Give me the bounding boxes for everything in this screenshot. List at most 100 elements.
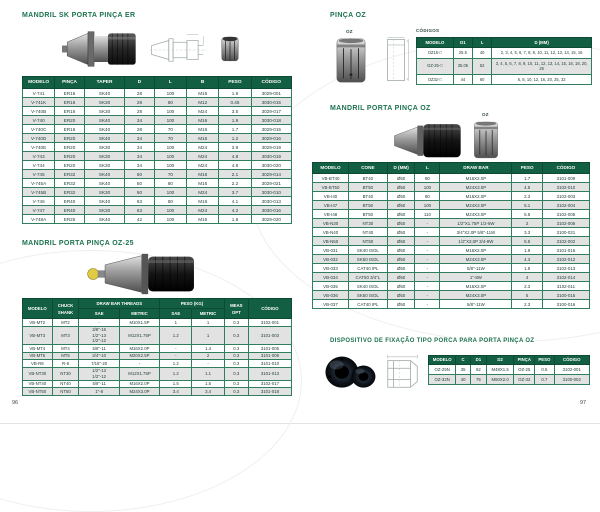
table-row: VB-R8 R-8 7/16"-20-1.2-0.3 3101-010 <box>22 359 293 368</box>
table-dispositivo: MODELO C D1 D2 PINÇA PESO CÓDIGO OZ-25N 3… <box>427 355 591 385</box>
col-header: DRAW BAR THREADS <box>78 298 161 309</box>
table-cell: 80 <box>153 97 188 107</box>
table-cell: SK30 <box>83 160 126 170</box>
table-header: MODELO CHUCK SHANK DRAW BAR THREADS PESO… <box>22 298 293 319</box>
table-row: VB-033 CAT40 IPL Ø50-5/8"-11W 1.9 3102-013 <box>312 263 591 273</box>
table-row: VB-035 SK40 ISOL Ø50- M16X2.0P 2.3 3102-011 <box>312 281 591 291</box>
col-header: C <box>455 355 471 365</box>
table-cell: 3101-013 <box>247 366 293 381</box>
table-row: V-740E ER20 SK30 34 100 M24 3.9 3029-019 <box>21 142 293 152</box>
table-cell: OZ16-□ <box>416 47 454 59</box>
table-cell: 1 <box>191 325 225 345</box>
table-cell: SK40 <box>83 88 126 98</box>
table-cell: 5.5 <box>511 236 543 246</box>
table-cell: 3030-018 <box>250 115 293 125</box>
table-cell: 4.5 <box>511 182 543 192</box>
table-cell: ER32 <box>54 178 85 188</box>
table-row: OZ-32N 40 75 M60X2.0 OZ-32 0.7 3100-002 <box>427 374 591 385</box>
table-cell: SK40 <box>83 115 126 125</box>
oz25-chuck-photo-illustration <box>87 253 194 295</box>
table-cell: 50 <box>124 169 155 179</box>
table-row: V-740B ER16 SK30 28 100 M24 3.5 3029-017 <box>21 106 293 116</box>
table-cell: 1.9 <box>511 245 543 255</box>
table-body: OZ-25N 35 62 M48X1.5 OZ-25 0.5 3102-001 OZ-32N 4… <box>427 364 591 385</box>
table-cell: 3/8"-16 1/2"-13 1/2"-12 <box>78 325 120 345</box>
table-cell: ER20 <box>54 160 85 170</box>
table-row: VB-MT3 MT3 3/8"-16 1/2"-13 1/2"-12 M12X1.75… <box>22 325 293 345</box>
table-cell: SK40 <box>83 124 126 134</box>
table-cell: Ø50 <box>386 209 416 219</box>
table-cell: 70 <box>153 133 188 143</box>
table-cell: 1.2 <box>159 325 193 345</box>
table-cell: Ø50 <box>386 200 416 210</box>
table-cell: 5 <box>511 290 543 300</box>
table-porta-oz: MODELO CONE D (MM) L DRAW BAR PESO CÓDIG… <box>312 162 591 309</box>
col-header: CONE <box>348 162 388 174</box>
table-cell: SK50 ISOL <box>348 254 388 264</box>
table-row: VB-I47 BT50 Ø50 100 M24X3.0P 5.1 3102-004 <box>312 200 591 210</box>
oz-image-label: OZ <box>482 112 489 117</box>
table-cell: 110 <box>414 209 441 219</box>
table-cell: 0.3 <box>223 318 249 327</box>
table-cell: 3029-001 <box>250 88 293 98</box>
er-collet-photo-illustration <box>221 36 239 62</box>
table-cell: MT3 <box>51 325 80 345</box>
page-number-right: 97 <box>580 400 587 406</box>
table-cell: SK30 <box>83 106 126 116</box>
table-cell: Ø50 <box>386 236 416 246</box>
col-header: CÓDIGO <box>247 298 293 319</box>
table-cell: VB-N50 <box>312 236 349 246</box>
table-row: VB-MT5 MT5 3/4"-10 M20X2.5P -2 0.3 3101-008 <box>22 351 293 360</box>
table-cell: - <box>414 236 441 246</box>
table-cell: 50 <box>124 187 155 197</box>
table-header: MODELO CONE D (MM) L DRAW BAR PESO CÓDIG… <box>312 162 591 174</box>
table-row: VB-I40 BT40 Ø50 80 M16X2.0P 2.3 3102-003 <box>312 191 591 201</box>
table-cell: M60X2.0 <box>485 374 515 385</box>
table-cell: VB-035 <box>312 281 349 291</box>
table-cell: 3029-019 <box>250 142 293 152</box>
table-row: OZ32-□ 44 60 6, 8, 10, 12, 16, 20, 25, 32 <box>416 73 592 85</box>
table-cell: 3030-020 <box>250 160 293 170</box>
table-cell: 100 <box>153 205 188 215</box>
table-cell: 3102-002 <box>541 236 591 246</box>
col-header: SAE <box>159 308 193 319</box>
oz-collet-photo-illustration-small <box>474 121 498 159</box>
table-cell: 3102-001 <box>553 364 591 375</box>
col-header: MEAS OPT <box>223 298 249 319</box>
table-cell: 1 <box>159 318 193 327</box>
table-row: V-743 ER20 SK30 34 100 M24 4.8 3030-019 <box>21 151 293 161</box>
table-cell: 1.2 <box>159 366 193 381</box>
table-row: V-744 ER20 SK30 34 100 M24 4.8 3030-020 <box>21 160 293 170</box>
table-cell: VB-MT2 <box>22 318 53 327</box>
table-cell: 3102-017 <box>247 379 293 388</box>
table-cell: 3.3 <box>511 227 543 237</box>
table-cell: 3102-014 <box>541 272 591 282</box>
table-cell: SK30 <box>83 205 126 215</box>
table-cell: 80 <box>414 191 441 201</box>
table-cell: 3029-021 <box>250 178 293 188</box>
table-row: VB-N40 NT40 Ø50-3/4"X2.0P 5/8"-11W 3.3 3100-… <box>312 227 591 237</box>
table-cell: 42 <box>124 214 155 224</box>
col-header: D (MM) <box>491 37 592 48</box>
table-cell: BT50 <box>348 182 388 192</box>
table-cell: M24X3.0P <box>439 182 513 192</box>
table-cell: Ø50 <box>386 191 416 201</box>
table-cell: 0.3 <box>223 379 249 388</box>
table-cell: 1.7 <box>218 124 252 134</box>
table-cell: 3030-019 <box>250 151 293 161</box>
table-cell: 44 <box>452 73 474 85</box>
col-header: DRAW BAR <box>439 162 513 174</box>
table-cell: 25.5 <box>452 47 474 59</box>
table-cell: OZ-25N <box>427 364 457 375</box>
col-header: TAPER <box>83 76 126 89</box>
table-cell: V-747 <box>21 205 56 215</box>
table-cell: 2 <box>511 218 543 228</box>
table-cell: M24X3.0P <box>439 200 513 210</box>
table-cell: CAT40 IPL <box>348 299 388 309</box>
table-cell: V-743 <box>21 151 56 161</box>
table-cell: 3030-015 <box>250 97 293 107</box>
table-cell: - <box>414 245 441 255</box>
table-cell: MT5 <box>51 351 80 360</box>
section-title-dispositivo: DISPOSITIVO DE FIXAÇÃO TIPO PORCA PARA P… <box>330 338 535 344</box>
table-cell: V-744 <box>21 160 56 170</box>
